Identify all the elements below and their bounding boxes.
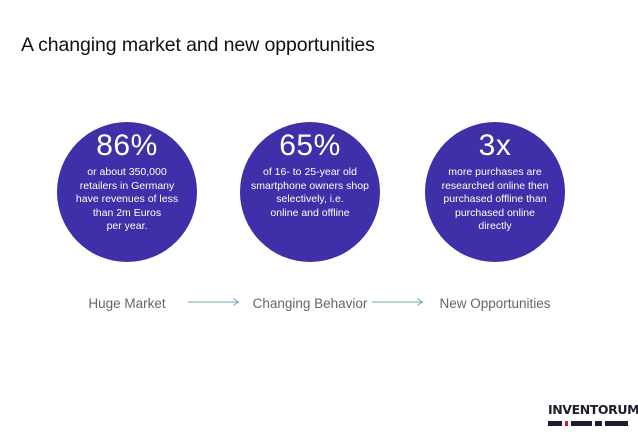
stat-description-line: of 16- to 25-year old [263,166,357,178]
stat-description-line: directly [478,220,512,232]
stat-description: more purchases are researched online the… [433,166,557,234]
stat-circle-new-opportunities: 3x more purchases are researched online … [425,122,565,262]
stat-description-line: than 2m Euros [92,206,162,219]
logo-bar [604,421,628,426]
stage-label-new-opportunities: New Opportunities [439,296,551,311]
stat-description-line: have revenues of less [75,193,179,205]
stat-value: 3x [478,129,512,162]
stat-description-line: purchased offline than [443,193,547,205]
logo-bars [548,421,628,426]
stat-value: 86% [96,129,158,162]
logo-bar [570,421,592,426]
logo-text: INVENTORUM [548,402,638,417]
stat-circle-changing-behavior: 65% of 16- to 25-year old smartphone own… [240,122,380,262]
stat-description-line: selectively, i.e. [276,193,344,205]
stat-description-line: retailers in Germany [79,179,175,192]
stat-circle-huge-market: 86% or about 350,000 retailers in German… [57,122,197,262]
stat-description-line: smartphone owners shop [251,179,369,192]
arrow-right-icon [188,298,240,306]
stat-description-line: researched online then [441,179,549,192]
stat-description-line: purchased online [455,206,535,219]
stat-description-line: online and offline [270,206,350,219]
stat-description-line: or about 350,000 [87,166,167,178]
stage-label-changing-behavior: Changing Behavior [252,296,368,311]
stat-description-line: per year. [106,220,148,232]
stat-description: of 16- to 25-year old smartphone owners … [248,166,372,220]
logo-bar [564,421,568,426]
slide-title: A changing market and new opportunities [21,34,375,56]
stage-label-huge-market: Huge Market [88,296,166,311]
inventorum-logo: INVENTORUM [548,402,638,433]
stat-description-line: more purchases are [448,166,542,178]
stat-description: or about 350,000 retailers in Germany ha… [65,166,189,234]
logo-bar [548,421,562,426]
arrow-right-icon [372,298,424,306]
stat-value: 65% [279,129,341,162]
logo-bar [594,421,602,426]
